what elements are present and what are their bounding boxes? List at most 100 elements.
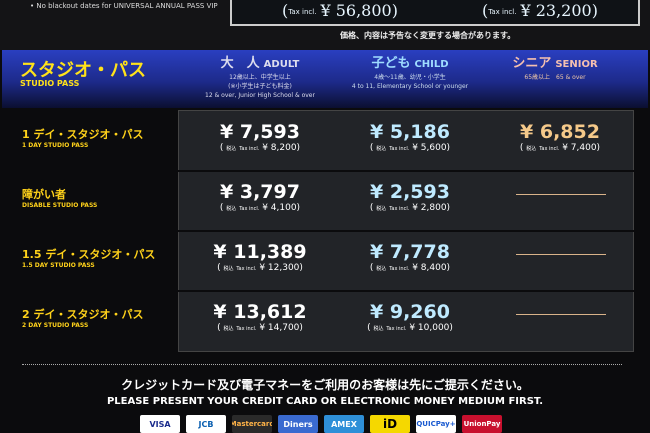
price-untaxed: ¥ 13,612 [213, 301, 307, 323]
tax-en: Tax incl. [239, 206, 260, 212]
col-desc: 4歳〜11歳、幼児・小学生 [374, 74, 446, 81]
amex-logo: AMEX [324, 415, 364, 433]
row-label-en: DISABLE STUDIO PASS [22, 202, 98, 209]
jcb-logo: JCB [186, 415, 226, 433]
row-label-en: 1 DAY STUDIO PASS [22, 142, 89, 149]
not-available-dash [516, 254, 606, 255]
price-adult: ¥ 7,593( 税込 Tax incl. ¥ 8,200) [185, 121, 335, 155]
col-en: ADULT [263, 59, 300, 70]
column-child: 子ども CHILD 4歳〜11歳、幼児・小学生 4 to 11, Elementa… [320, 56, 500, 91]
not-available-dash [516, 314, 606, 315]
tax-jp: 税込 [223, 326, 234, 332]
not-available-dash [516, 194, 606, 195]
price-untaxed: ¥ 7,593 [220, 121, 300, 143]
divider [178, 170, 634, 172]
price-untaxed: ¥ 11,389 [213, 241, 307, 263]
row-label-jp: 1 デイ・スタジオ・パス [22, 128, 144, 141]
col-jp: シニア [512, 56, 552, 71]
col-desc: 12歳以上、中学生以上 [229, 74, 291, 81]
column-adult: 大 人 ADULT 12歳以上、中学生以上 (※小学生は子ども料金) 12 & o… [170, 56, 350, 100]
tax-jp: 税込 [376, 146, 387, 152]
tax-en: Tax incl. [386, 326, 407, 332]
col-en: SENIOR [555, 59, 598, 70]
unionpay-logo: UnionPay [462, 415, 502, 433]
price: ¥ 56,800 [320, 1, 392, 20]
price-tax-incl: ¥ 5,600 [412, 143, 447, 153]
row-label: 1 デイ・スタジオ・パス 1 DAY STUDIO PASS [22, 126, 143, 149]
price-tax-incl: ¥ 8,200 [262, 143, 297, 153]
col-en: CHILD [414, 59, 449, 70]
price-tax-incl: ¥ 7,400 [562, 143, 597, 153]
divider [178, 230, 634, 232]
quicpay-logo: QUICPay+ [416, 415, 456, 433]
price-tax-incl: ¥ 4,100 [262, 203, 297, 213]
id-logo: iD [370, 415, 410, 433]
mastercard-logo: Mastercard [232, 415, 272, 433]
price-child: ¥ 7,778( 税込 Tax incl. ¥ 8,400) [335, 241, 485, 275]
price-child: ¥ 9,260( 税込 Tax incl. ¥ 10,000) [335, 301, 485, 335]
row-label-jp: 1.5 デイ・スタジオ・パス [22, 248, 156, 261]
price-change-note: 価格、内容は予告なく変更する場合があります。 [340, 31, 516, 40]
tax-jp: 税込 [526, 146, 537, 152]
tax-jp: 税込 [226, 146, 237, 152]
tax-en: Tax incl. [236, 266, 257, 272]
tax-en: Tax incl. [539, 146, 560, 152]
tax-en: Tax incl. [239, 146, 260, 152]
payment-logos: VISA JCB Mastercard Diners AMEX iD QUICP… [140, 415, 502, 433]
tax-jp: 税込 [376, 266, 387, 272]
tax-en: Tax incl. [389, 266, 410, 272]
row-label-jp: 2 デイ・スタジオ・パス [22, 308, 144, 321]
col-desc: 4 to 11, Elementary School or younger [351, 83, 469, 90]
card-notice-en: PLEASE PRESENT YOUR CREDIT CARD OR ELECT… [106, 396, 544, 407]
price-untaxed: ¥ 6,852 [520, 121, 600, 143]
price-untaxed: ¥ 2,593 [370, 181, 450, 203]
tax-en: Tax incl. [389, 206, 410, 212]
price-adult: ¥ 11,389( 税込 Tax incl. ¥ 12,300) [185, 241, 335, 275]
tax-en: Tax incl. [236, 326, 257, 332]
row-label: 2 デイ・スタジオ・パス 2 DAY STUDIO PASS [22, 306, 143, 329]
price-tax-incl: ¥ 10,000 [409, 323, 450, 333]
dotted-divider [22, 364, 622, 365]
tax-label: Tax incl. [488, 7, 517, 16]
price-untaxed: ¥ 7,778 [370, 241, 450, 263]
price-tax-incl: ¥ 8,400 [412, 263, 447, 273]
vip-note: • No blackout dates for UNIVERSAL ANNUAL… [30, 2, 218, 10]
tax-jp: 税込 [376, 206, 387, 212]
price-child: ¥ 2,593( 税込 Tax incl. ¥ 2,800) [335, 181, 485, 215]
price-tax-incl: ¥ 2,800 [412, 203, 447, 213]
price-adult: ¥ 3,797( 税込 Tax incl. ¥ 4,100) [185, 181, 335, 215]
price-child: ¥ 5,186( 税込 Tax incl. ¥ 5,600) [335, 121, 485, 155]
card-notice-jp: クレジットカード及び電子マネーをご利用のお客様は先にご提示ください。 [121, 378, 529, 392]
tax-label: Tax incl. [288, 7, 317, 16]
studio-pass-title-en: STUDIO PASS [20, 79, 80, 88]
row-label-en: 1.5 DAY STUDIO PASS [22, 262, 95, 269]
price-untaxed: ¥ 5,186 [370, 121, 450, 143]
tax-jp: 税込 [226, 206, 237, 212]
price-untaxed: ¥ 3,797 [220, 181, 300, 203]
row-label: 1.5 デイ・スタジオ・パス 1.5 DAY STUDIO PASS [22, 246, 155, 269]
tax-jp: 税込 [223, 266, 234, 272]
studio-pass-title: スタジオ・パス [20, 60, 146, 81]
price-senior: ¥ 6,852( 税込 Tax incl. ¥ 7,400) [485, 121, 635, 155]
row-label-en: 2 DAY STUDIO PASS [22, 322, 89, 329]
column-senior: シニア SENIOR 65歳以上 65 & over [480, 56, 630, 82]
price-tax-incl: ¥ 12,300 [259, 263, 300, 273]
top-section: • No blackout dates for UNIVERSAL ANNUAL… [0, 0, 650, 50]
col-jp: 大 人 [220, 56, 260, 71]
col-jp: 子ども [371, 56, 411, 71]
divider [178, 290, 634, 292]
col-desc: 12 & over, Junior High School & over [205, 92, 315, 99]
visa-logo: VISA [140, 415, 180, 433]
price-untaxed: ¥ 9,260 [370, 301, 450, 323]
price: ¥ 23,200 [520, 1, 592, 20]
tax-en: Tax incl. [389, 146, 410, 152]
col-desc: (※小学生は子ども料金) [228, 83, 292, 90]
col-desc: 65歳以上 65 & over [524, 74, 586, 81]
diners-logo: Diners [278, 415, 318, 433]
tax-jp: 税込 [373, 326, 384, 332]
row-label: 障がい者 DISABLE STUDIO PASS [22, 186, 97, 209]
row-label-jp: 障がい者 [22, 188, 66, 201]
header-band [2, 50, 648, 108]
price-tax-incl: ¥ 14,700 [259, 323, 300, 333]
price-adult: ¥ 13,612( 税込 Tax incl. ¥ 14,700) [185, 301, 335, 335]
